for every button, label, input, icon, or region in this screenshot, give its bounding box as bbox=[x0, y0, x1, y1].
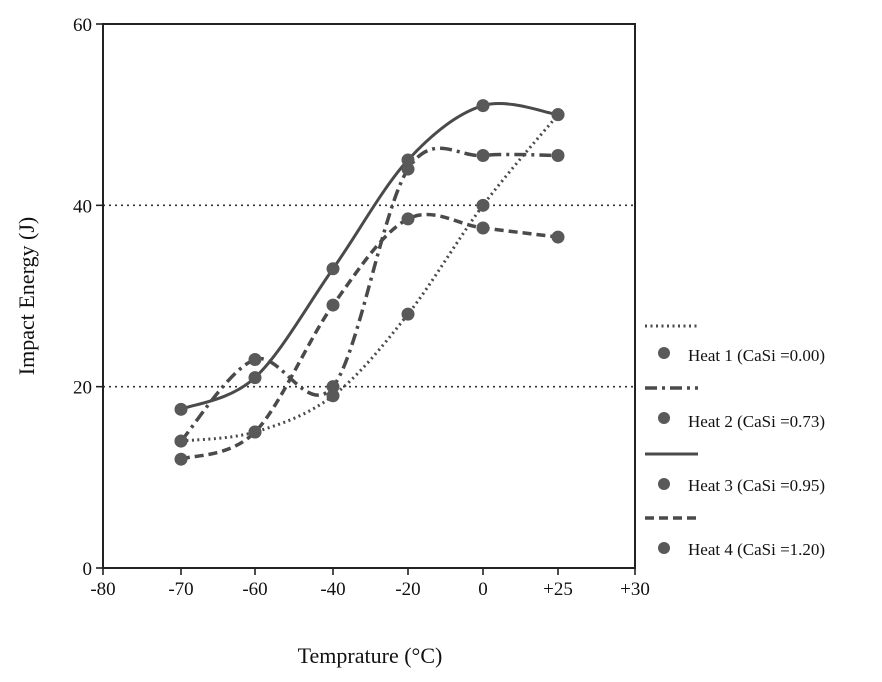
series-line-heat-4 bbox=[180, 212, 559, 461]
series-line-heat-3 bbox=[180, 102, 559, 411]
data-point-heat-3 bbox=[248, 371, 262, 385]
series-lines bbox=[179, 102, 560, 461]
legend-marker-heat-1 bbox=[658, 347, 670, 359]
data-point-heat-4 bbox=[476, 221, 490, 235]
data-point-heat-2 bbox=[174, 434, 188, 448]
y-axis-ticks: 0 20 40 60 bbox=[73, 15, 103, 580]
data-point-heat-3 bbox=[174, 402, 188, 416]
x-axis-title: Temprature (°C) bbox=[298, 643, 443, 668]
data-point-heat-2 bbox=[401, 162, 415, 176]
legend-label-heat-2: Heat 2 (CaSi =0.73) bbox=[688, 412, 825, 431]
x-tick-label: -20 bbox=[395, 579, 420, 600]
x-tick-label: -70 bbox=[168, 579, 193, 600]
legend-label-heat-3: Heat 3 (CaSi =0.95) bbox=[688, 476, 825, 495]
x-tick-label: +25 bbox=[543, 579, 573, 600]
data-point-heat-3 bbox=[476, 99, 490, 113]
x-tick-label: 0 bbox=[478, 579, 488, 600]
data-point-heat-2 bbox=[551, 148, 565, 162]
legend-label-heat-1: Heat 1 (CaSi =0.00) bbox=[688, 346, 825, 365]
x-tick-label: -40 bbox=[320, 579, 345, 600]
data-point-heat-3 bbox=[551, 108, 565, 122]
data-point-heat-3 bbox=[326, 262, 340, 276]
data-point-heat-4 bbox=[248, 425, 262, 439]
data-point-heat-4 bbox=[174, 452, 188, 466]
data-point-heat-4 bbox=[551, 230, 565, 244]
legend-marker-heat-2 bbox=[658, 412, 670, 424]
x-axis-ticks: -80 -70 -60 -40 -20 0 +25 +30 bbox=[90, 568, 650, 600]
y-tick-label: 60 bbox=[73, 15, 92, 36]
grid-lines bbox=[103, 204, 635, 388]
series-line-heat-1 bbox=[180, 113, 560, 443]
legend-label-heat-4: Heat 4 (CaSi =1.20) bbox=[688, 540, 825, 559]
data-point-heat-4 bbox=[401, 212, 415, 226]
y-tick-label: 20 bbox=[73, 378, 92, 399]
x-tick-label: +30 bbox=[620, 579, 650, 600]
data-point-heat-2 bbox=[476, 148, 490, 162]
data-point-heat-1 bbox=[401, 307, 415, 321]
x-tick-label: -80 bbox=[90, 579, 115, 600]
series-line-heat-2 bbox=[179, 146, 559, 443]
legend-marker-heat-3 bbox=[658, 478, 670, 490]
legend: Heat 1 (CaSi =0.00) Heat 2 (CaSi =0.73) He… bbox=[645, 324, 825, 559]
data-point-heat-1 bbox=[476, 198, 490, 212]
y-tick-label: 0 bbox=[83, 559, 93, 580]
y-axis-title: Impact Energy (J) bbox=[14, 217, 39, 375]
plot-frame bbox=[102, 23, 636, 569]
data-point-heat-2 bbox=[248, 352, 262, 366]
y-tick-label: 40 bbox=[73, 196, 92, 217]
data-point-heat-2 bbox=[326, 380, 340, 394]
x-tick-label: -60 bbox=[242, 579, 267, 600]
data-point-heat-1 bbox=[326, 389, 340, 403]
data-points bbox=[174, 99, 565, 466]
data-point-heat-3 bbox=[401, 153, 415, 167]
legend-marker-heat-4 bbox=[658, 542, 670, 554]
data-point-heat-4 bbox=[326, 298, 340, 312]
